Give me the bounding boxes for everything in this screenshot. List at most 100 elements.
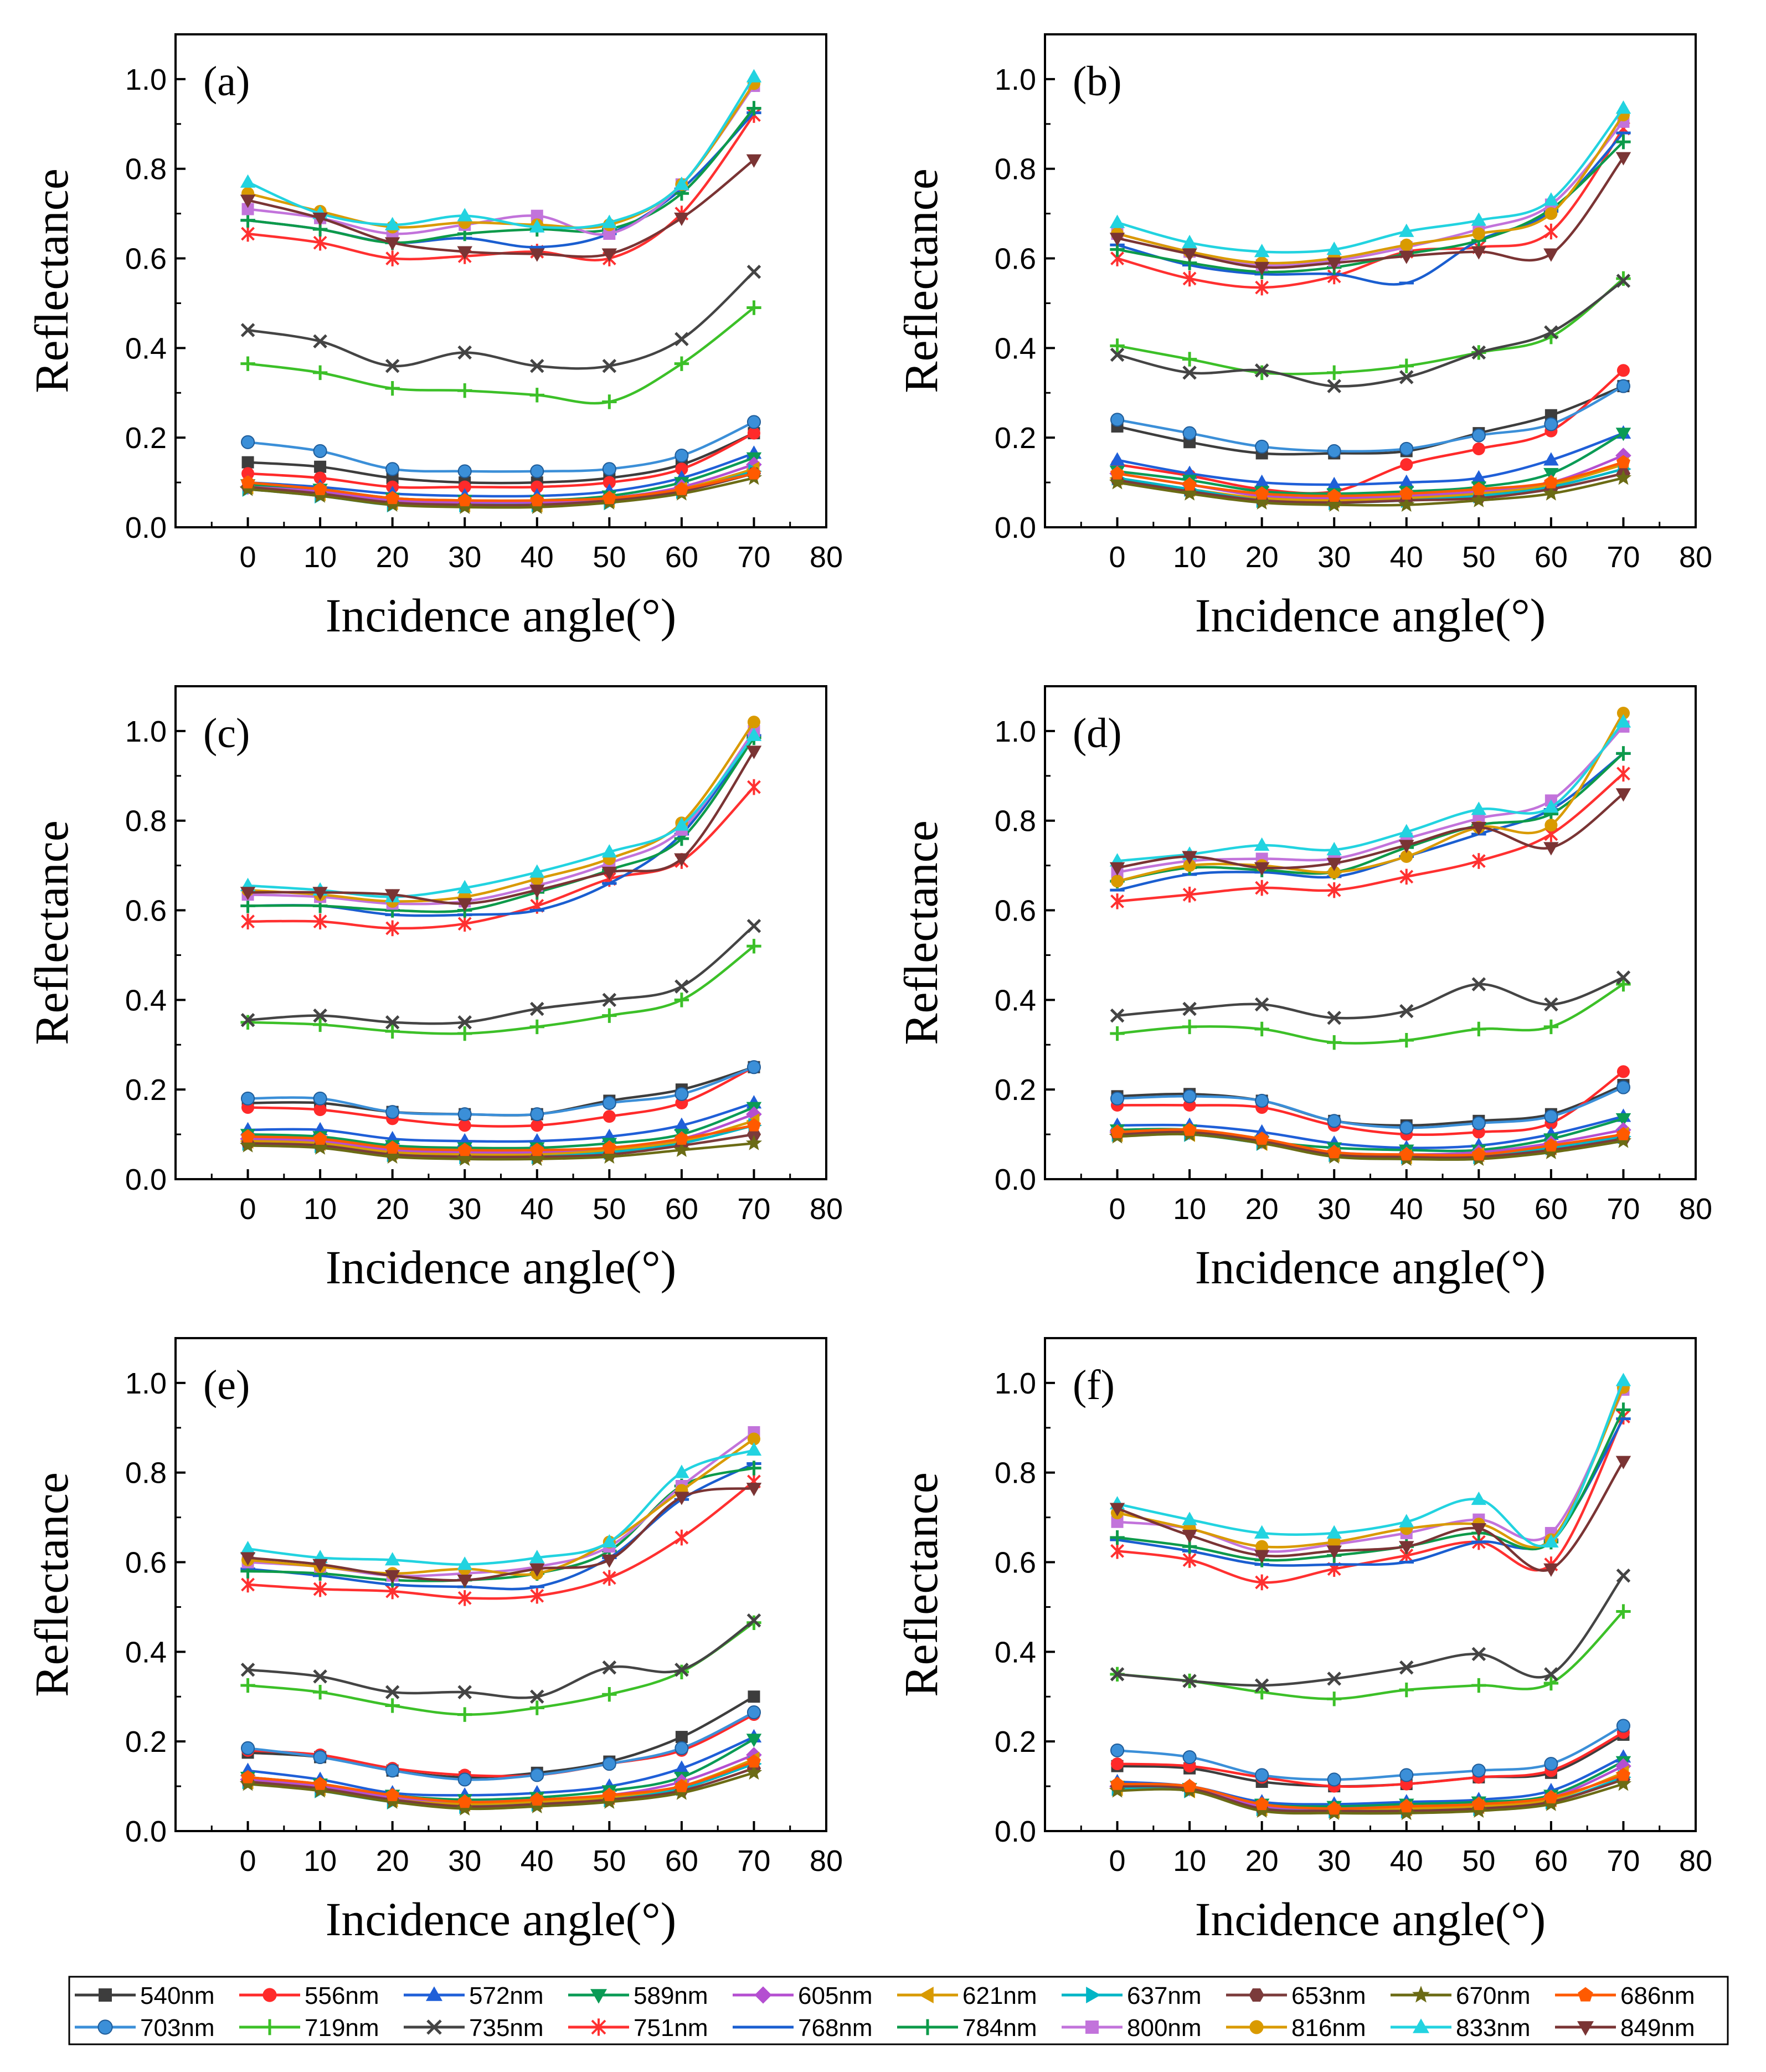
- point-589nm: [1615, 1113, 1631, 1127]
- point-833nm: [674, 817, 689, 831]
- x-tick-label: 10: [303, 541, 337, 574]
- panel-e: 0 10 20 30 40 50 60 70 80 0.0 0.2 0.4 0.6 0.8 1.0 Incid…: [25, 1337, 843, 1946]
- x-tick-label: 0: [240, 541, 256, 574]
- point-735nm: [1182, 1674, 1197, 1688]
- x-tick-label: 60: [665, 1844, 698, 1878]
- series-line-572nm: [248, 1102, 755, 1143]
- point-833nm: [1399, 1514, 1414, 1528]
- point-784nm: [746, 1461, 761, 1475]
- point-572nm: [1254, 474, 1270, 488]
- x-axis-title: Incidence angle(°): [1195, 589, 1546, 642]
- series-group: [239, 69, 763, 514]
- point-833nm: [1471, 801, 1487, 815]
- legend-marker: [1249, 2020, 1264, 2034]
- point-670nm: [1398, 496, 1415, 512]
- point-751nm: [1110, 893, 1124, 909]
- point-719nm: [312, 1017, 328, 1032]
- point-833nm: [674, 1464, 689, 1478]
- point-735nm: [746, 265, 761, 279]
- point-686nm: [530, 1143, 544, 1156]
- point-703nm: [1110, 413, 1125, 427]
- point-751nm: [1544, 223, 1558, 240]
- point-833nm: [1471, 212, 1487, 226]
- legend-marker: [1578, 1987, 1593, 2002]
- point-703nm: [1544, 1109, 1558, 1124]
- x-tick-label: 60: [1535, 1192, 1568, 1226]
- point-833nm: [1254, 837, 1270, 851]
- point-703nm: [1110, 1743, 1125, 1757]
- point-703nm: [1255, 439, 1269, 454]
- point-703nm: [675, 1741, 689, 1755]
- series-line-540nm: [248, 432, 755, 485]
- y-tick-label: 0.4: [995, 1636, 1036, 1669]
- y-tick-label: 0.4: [995, 332, 1036, 365]
- y-tick-label: 0.2: [125, 1725, 167, 1759]
- point-735nm: [1399, 1660, 1414, 1675]
- point-670nm: [384, 1148, 401, 1164]
- point-833nm: [1399, 223, 1414, 237]
- point-735nm: [457, 345, 472, 360]
- plot-frame: [174, 1337, 827, 1832]
- legend-marker: [1412, 1986, 1430, 2003]
- legend-entry-800nm: 800nm: [1062, 2014, 1202, 2042]
- point-703nm: [1616, 1719, 1630, 1733]
- y-tick-label: 0.4: [125, 984, 167, 1017]
- x-tick-label: 80: [1679, 1192, 1712, 1226]
- series-line-849nm: [248, 158, 755, 258]
- point-719nm: [1327, 1035, 1342, 1050]
- point-670nm: [312, 1782, 328, 1798]
- legend-label: 735nm: [469, 2014, 544, 2042]
- point-670nm: [745, 1134, 763, 1150]
- point-833nm: [1471, 1491, 1487, 1505]
- point-751nm: [1399, 868, 1414, 885]
- x-tick-label: 60: [1535, 1844, 1568, 1878]
- point-751nm: [675, 1529, 689, 1546]
- x-tick-label: 20: [376, 1192, 409, 1226]
- point-849nm: [457, 246, 472, 260]
- point-849nm: [1471, 246, 1487, 260]
- point-800nm: [531, 209, 543, 222]
- x-tick-label: 30: [448, 1192, 481, 1226]
- point-849nm: [240, 1552, 256, 1566]
- point-686nm: [1327, 489, 1341, 502]
- point-735nm: [675, 1662, 689, 1677]
- point-735nm: [530, 1689, 544, 1704]
- point-849nm: [529, 248, 545, 262]
- legend-marker: [754, 1986, 772, 2004]
- point-719nm: [1399, 1682, 1414, 1698]
- point-703nm: [1471, 1116, 1486, 1130]
- y-tick-label: 0.6: [995, 894, 1036, 928]
- point-784nm: [1616, 1402, 1631, 1417]
- point-686nm: [385, 1788, 400, 1801]
- point-849nm: [240, 194, 256, 208]
- point-572nm: [674, 1117, 689, 1131]
- x-tick-label: 80: [1679, 1844, 1712, 1878]
- point-849nm: [1182, 851, 1197, 865]
- y-tick-label: 0.6: [125, 1546, 167, 1580]
- point-686nm: [1471, 1797, 1486, 1811]
- point-703nm: [313, 444, 327, 459]
- point-670nm: [529, 1798, 545, 1813]
- point-670nm: [1254, 494, 1270, 510]
- point-735nm: [675, 332, 689, 346]
- series-line-686nm: [1117, 1773, 1624, 1810]
- legend-entry-784nm: 784nm: [897, 2014, 1037, 2042]
- series-line-670nm: [1117, 1133, 1624, 1161]
- series-group: [1109, 706, 1632, 1166]
- point-703nm: [602, 1096, 616, 1110]
- point-686nm: [1110, 1776, 1125, 1790]
- point-849nm: [1399, 250, 1414, 264]
- point-751nm: [1255, 279, 1269, 296]
- point-572nm: [1109, 452, 1125, 466]
- point-849nm: [674, 212, 689, 227]
- point-572nm: [1543, 452, 1559, 466]
- x-tick-label: 50: [593, 541, 626, 574]
- point-735nm: [240, 1662, 255, 1677]
- point-816nm: [1400, 238, 1413, 251]
- point-686nm: [313, 482, 327, 495]
- point-849nm: [1399, 840, 1414, 854]
- series-line-653nm: [248, 1133, 754, 1159]
- point-703nm: [1544, 1757, 1558, 1771]
- point-703nm: [602, 1757, 616, 1771]
- point-686nm: [746, 1118, 761, 1132]
